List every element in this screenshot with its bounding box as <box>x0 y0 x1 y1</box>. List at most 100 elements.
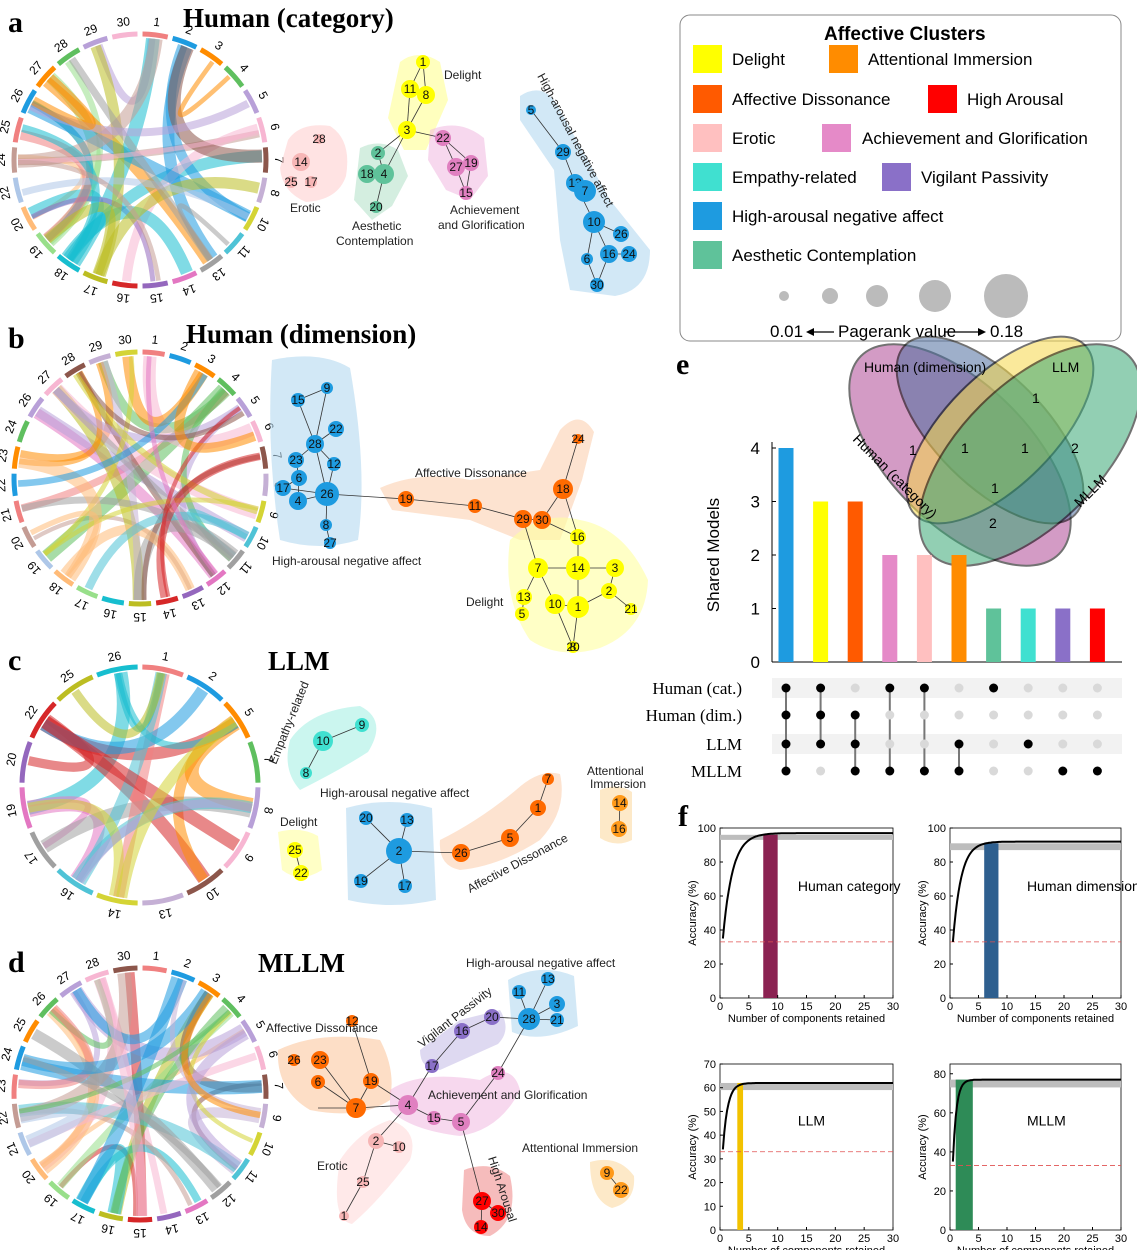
network-node <box>357 1176 369 1188</box>
network-node-label: 2 <box>396 844 403 858</box>
upset-y-tick-label: 2 <box>751 546 760 565</box>
upset-dot <box>816 710 826 720</box>
chord-label: 20 <box>19 1167 38 1186</box>
chord-ribbon <box>181 992 261 1119</box>
network-node-label: 8 <box>303 766 310 780</box>
x-tick-label: 20 <box>1058 1001 1070 1013</box>
upset-dot <box>781 683 791 693</box>
y-tick-label: 30 <box>704 1154 716 1166</box>
chord-label: 27 <box>35 367 55 387</box>
venn-label-llm: LLM <box>1052 359 1079 375</box>
chord-arc <box>240 1019 257 1043</box>
legend-label: Attentional Immersion <box>868 50 1032 69</box>
chord-label: 22 <box>0 1110 11 1126</box>
network-node <box>346 1015 358 1027</box>
network-node <box>567 596 589 618</box>
upset-dot <box>1092 683 1102 693</box>
chord-label: 11 <box>234 243 253 262</box>
chord-arc <box>256 116 268 143</box>
chord-arc <box>96 892 138 906</box>
network-node <box>555 144 571 160</box>
network-node-label: 11 <box>404 82 417 96</box>
cluster-label-aesthetic-2: Contemplation <box>336 234 413 248</box>
network-node <box>542 773 554 785</box>
x-axis-title: Number of components retained <box>728 1245 885 1250</box>
network-node <box>320 519 332 531</box>
cluster-label-aesthetic-1: Aesthetic <box>352 219 401 233</box>
upset-bar <box>1020 608 1036 662</box>
x-tick-label: 5 <box>746 1233 752 1245</box>
network-node-label: 29 <box>556 145 570 159</box>
chord-arc <box>142 965 168 974</box>
legend-label: Achievement and Glorification <box>862 129 1088 148</box>
chord-arc <box>12 116 24 143</box>
y-tick-label: 60 <box>704 1083 716 1095</box>
upset-dot <box>989 710 999 720</box>
accuracy-curve <box>951 840 1121 942</box>
chord-arc <box>98 1210 124 1222</box>
chord-label: 5 <box>247 393 263 407</box>
network-node-label: 21 <box>624 602 638 616</box>
chord-arc <box>142 664 184 678</box>
y-tick-label: 40 <box>704 925 716 937</box>
network-node-label: 1 <box>341 1209 348 1223</box>
upset-dot <box>885 710 895 720</box>
cluster-label-c-high-arousal-neg: High-arousal negative affect <box>320 786 470 800</box>
chord-arc <box>256 177 268 204</box>
chart-title: MLLM <box>1027 1112 1066 1128</box>
chord-ribbon <box>19 1103 89 1148</box>
chord-ribbon <box>18 1009 232 1114</box>
upset-row-band <box>772 734 1122 754</box>
chord-label: 9 <box>241 851 257 865</box>
x-tick-label: 30 <box>887 1001 899 1013</box>
chord-label: 22 <box>0 478 9 492</box>
x-tick-label: 5 <box>975 1001 981 1013</box>
x-axis-title: Number of components retained <box>957 1013 1114 1025</box>
chord-label: 16 <box>102 605 118 622</box>
legend-label: Affective Dissonance <box>732 90 890 109</box>
network-node <box>533 511 551 529</box>
chord-ribbon <box>84 511 250 591</box>
cluster-label-d-affective-dissonance: Affective Dissonance <box>266 1021 378 1035</box>
panel-title-d: MLLM <box>258 948 345 978</box>
chord-label: 6 <box>265 1049 280 1060</box>
cluster-hull-c-affective-dissonance <box>439 772 562 870</box>
network-node-label: 27 <box>449 160 463 174</box>
network-node <box>491 1066 505 1080</box>
cluster-label-c-attentional-2: Immersion <box>590 777 646 791</box>
chord-arc <box>48 1180 71 1200</box>
upset-dot <box>1092 710 1102 720</box>
network-node-label: 22 <box>436 131 450 145</box>
network-node-label: 20 <box>566 640 580 654</box>
chord-label: 29 <box>82 21 100 39</box>
cluster-label-erotic: Erotic <box>290 201 321 215</box>
network-node <box>370 201 382 213</box>
chord-ribbon <box>93 977 148 1217</box>
chord-label: 16 <box>58 884 77 903</box>
network-node <box>293 865 309 881</box>
chord-label: 13 <box>189 595 207 613</box>
network-node <box>541 972 555 986</box>
upset-dot <box>885 683 895 693</box>
upset-dot <box>1023 739 1033 749</box>
network-node <box>600 245 618 263</box>
chord-label: 25 <box>10 1015 29 1034</box>
chord-label: 14 <box>180 281 198 299</box>
chord-label: 16 <box>115 290 130 306</box>
network-node-label: 4 <box>405 1098 412 1112</box>
x-tick-label: 30 <box>1115 1001 1127 1013</box>
network-node-label: 9 <box>324 381 331 395</box>
legend-swatch <box>693 241 722 269</box>
network-node <box>549 996 565 1012</box>
cluster-label-achievement-1: Achievement <box>450 203 520 217</box>
network-node <box>398 1095 418 1115</box>
upset-bar <box>1089 608 1105 662</box>
chord-ribbon <box>42 356 135 556</box>
chord-diagram-b: 1234567891011121314151617181920212223242… <box>0 332 286 624</box>
chord-arc <box>171 270 198 285</box>
chord-label: 4 <box>234 991 249 1006</box>
chord-arc <box>111 31 138 40</box>
network-node <box>291 470 307 486</box>
chord-arc <box>194 362 216 379</box>
